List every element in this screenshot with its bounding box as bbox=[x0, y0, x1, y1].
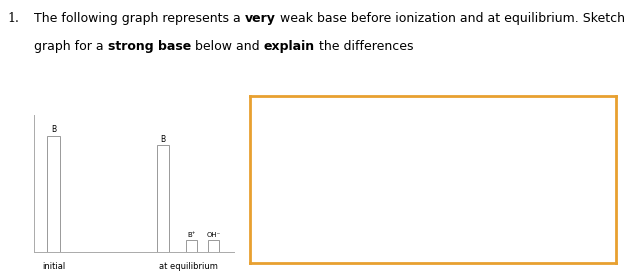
Text: strong base: strong base bbox=[108, 40, 191, 53]
Text: The following graph represents a: The following graph represents a bbox=[34, 12, 245, 25]
Text: B⁺: B⁺ bbox=[188, 232, 196, 238]
Text: the differences: the differences bbox=[315, 40, 414, 53]
Bar bbox=[157, 145, 169, 252]
Text: B: B bbox=[161, 135, 166, 144]
Text: 1.: 1. bbox=[8, 12, 19, 25]
Bar bbox=[208, 240, 219, 252]
Text: at equilibrium: at equilibrium bbox=[159, 262, 218, 271]
Text: very: very bbox=[245, 12, 276, 25]
Text: graph for a: graph for a bbox=[34, 40, 108, 53]
Text: below and: below and bbox=[191, 40, 264, 53]
Text: B: B bbox=[51, 125, 56, 134]
Bar bbox=[48, 136, 59, 252]
Text: weak base before ionization and at equilibrium. Sketch a similar: weak base before ionization and at equil… bbox=[276, 12, 625, 25]
Text: initial: initial bbox=[42, 262, 65, 271]
Text: OH⁻: OH⁻ bbox=[206, 232, 221, 238]
Text: explain: explain bbox=[264, 40, 315, 53]
Bar bbox=[186, 240, 197, 252]
